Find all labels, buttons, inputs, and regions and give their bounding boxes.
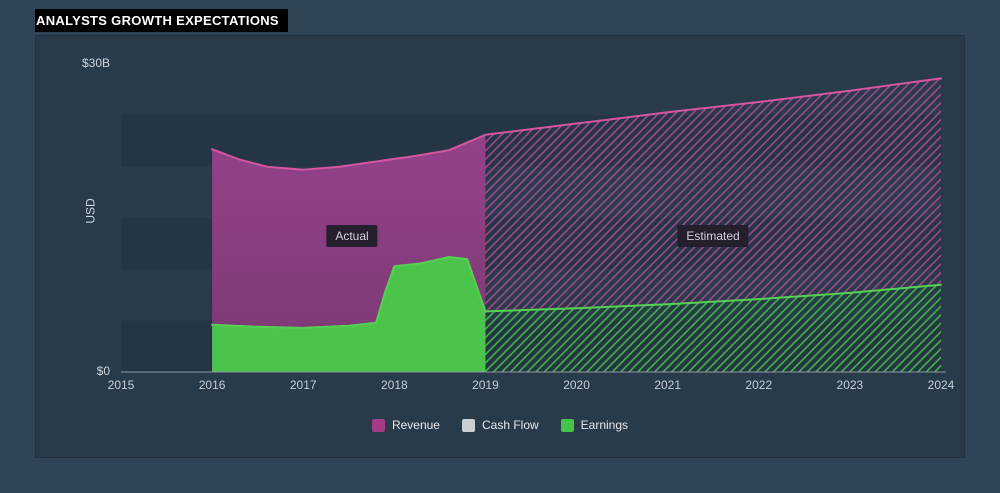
x-tick-label: 2019 (472, 378, 499, 392)
x-tick-label: 2023 (837, 378, 864, 392)
y-axis-max-label: $30B (81, 56, 110, 70)
x-tick-label: 2017 (290, 378, 317, 392)
revenue-swatch (371, 418, 385, 432)
legend: Revenue Cash Flow Earnings (36, 418, 964, 432)
earnings-line (211, 256, 942, 329)
legend-label-earnings: Earnings (580, 418, 629, 432)
legend-item-earnings[interactable]: Earnings (560, 418, 629, 432)
chart-series-layers (211, 77, 942, 372)
x-tick-label: 2022 (745, 378, 772, 392)
x-tick-label: 2016 (199, 378, 226, 392)
legend-label-revenue: Revenue (391, 418, 440, 432)
y-axis-zero-label: $0 (96, 364, 110, 378)
earnings-swatch (560, 418, 574, 432)
x-tick-label: 2024 (928, 378, 955, 392)
legend-item-cash-flow[interactable]: Cash Flow (461, 418, 539, 432)
earnings-area-estimated (485, 284, 941, 372)
revenue-area-estimated (485, 78, 941, 312)
revenue-line (211, 77, 942, 171)
estimated-annotation: Estimated (677, 225, 749, 247)
earnings-area-actual (212, 257, 486, 372)
page-title: ANALYSTS GROWTH EXPECTATIONS (35, 9, 288, 32)
chart-panel: 2015 2016 2017 2018 2019 2020 2021 2022 2023 2024… (35, 35, 965, 458)
x-tick-label: 2015 (108, 378, 135, 392)
legend-label-cash-flow: Cash Flow (481, 418, 539, 432)
actual-annotation: Actual (326, 225, 378, 247)
y-axis-title: USD (83, 198, 98, 224)
cash-flow-swatch (461, 418, 475, 432)
x-tick-label: 2021 (654, 378, 681, 392)
x-tick-label: 2018 (381, 378, 408, 392)
legend-item-revenue[interactable]: Revenue (371, 418, 440, 432)
growth-chart: 2015 2016 2017 2018 2019 2020 2021 2022 2023 2024 (108, 77, 955, 392)
x-tick-label: 2020 (563, 378, 590, 392)
x-axis-tick-labels: 2015 2016 2017 2018 2019 2020 2021 2022 2023 2024 (108, 378, 955, 392)
